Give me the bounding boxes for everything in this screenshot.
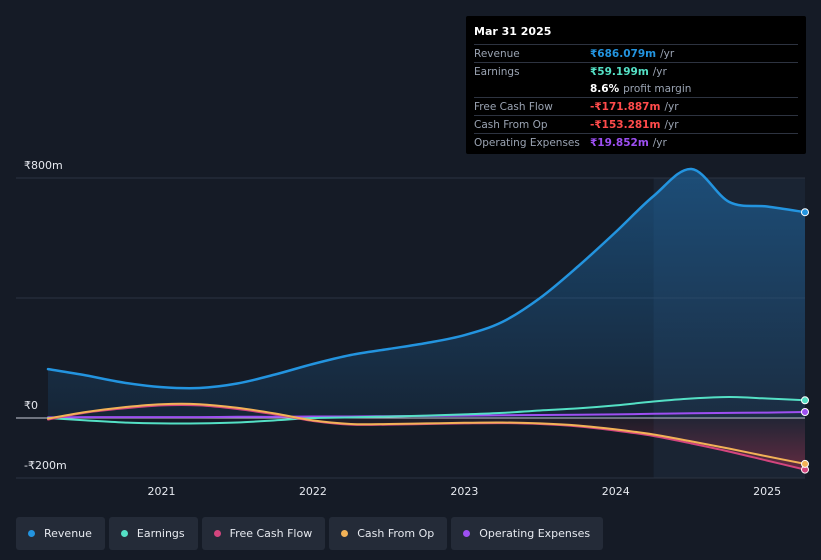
legend-item-operating-expenses[interactable]: Operating Expenses — [451, 517, 604, 550]
tooltip-rows: Revenue ₹686.079m/yr Earnings ₹59.199m/yr 8.… — [474, 44, 798, 151]
operating-expenses-end-marker — [801, 408, 809, 416]
earnings-end-marker — [801, 396, 809, 405]
tooltip-row-label: Revenue — [474, 47, 520, 60]
y-tick-label-bottom: -₹200m — [24, 459, 67, 472]
revenue-end-marker — [801, 208, 809, 217]
cash-from-op-line — [47, 402, 806, 465]
tooltip-row-label: Earnings — [474, 65, 520, 78]
tooltip-row-value: ₹686.079m — [590, 47, 657, 60]
tooltip-row-value: -₹171.887m — [590, 100, 661, 113]
tooltip-row-unit: /yr — [660, 47, 675, 60]
legend-item-earnings[interactable]: Earnings — [108, 517, 198, 550]
tooltip-row-unit: profit margin — [623, 82, 692, 95]
free-cash-flow-area — [48, 417, 805, 470]
legend-dot-icon — [120, 530, 128, 537]
cash-from-op-end-marker — [801, 459, 809, 468]
chart-area: 2021 2022 2023 2024 2025 — [16, 167, 809, 498]
x-tick-label: 2021 — [148, 485, 176, 498]
tooltip-row: Operating Expenses ₹19.852m/yr — [474, 133, 798, 151]
tooltip-row-unit: /yr — [664, 100, 679, 113]
tooltip-row-label: Free Cash Flow — [474, 100, 553, 113]
revenue-area — [48, 168, 805, 418]
tooltip-row: Revenue ₹686.079m/yr — [474, 44, 798, 62]
tooltip-row: Free Cash Flow -₹171.887m/yr — [474, 97, 798, 115]
tooltip-row-label: Cash From Op — [474, 118, 548, 131]
x-tick-label: 2024 — [602, 485, 630, 498]
tooltip-date: Mar 31 2025 — [474, 25, 552, 38]
legend-label: Operating Expenses — [479, 527, 591, 540]
tooltip-row-unit: /yr — [652, 136, 667, 149]
legend-item-cash-from-op[interactable]: Cash From Op — [329, 517, 448, 550]
legend-dot-icon — [28, 530, 35, 537]
earnings-line — [47, 395, 806, 425]
tooltip-row: 8.6% profit margin — [474, 80, 798, 97]
y-tick-label-top: ₹800m — [24, 159, 63, 172]
tooltip-panel: Mar 31 2025 Revenue ₹686.079m/yr Earnings ₹… — [466, 16, 806, 154]
tooltip-row: Earnings ₹59.199m/yr — [474, 62, 798, 80]
tooltip-row-unit: /yr — [652, 65, 667, 78]
tooltip-row-label: Operating Expenses — [474, 136, 580, 149]
legend-dot-icon — [463, 530, 471, 537]
y-tick-label-zero: ₹0 — [24, 399, 38, 412]
tooltip-row-value: 8.6% — [590, 82, 620, 95]
revenue-line — [46, 167, 807, 390]
legend-label: Cash From Op — [357, 527, 435, 540]
legend-dot-icon — [213, 530, 221, 537]
legend-item-revenue[interactable]: Revenue — [16, 517, 105, 550]
tooltip-row-unit: /yr — [664, 118, 679, 131]
legend-label: Earnings — [136, 527, 185, 540]
legend-item-free-cash-flow[interactable]: Free Cash Flow — [201, 517, 326, 550]
legend-label: Revenue — [44, 527, 92, 540]
tooltip-row-value: -₹153.281m — [590, 118, 661, 131]
x-tick-label: 2023 — [450, 485, 478, 498]
legend-dot-icon — [341, 530, 349, 537]
legend-label: Free Cash Flow — [229, 527, 313, 540]
tooltip-row-value: ₹59.199m — [590, 65, 649, 78]
tooltip-row: Cash From Op -₹153.281m/yr — [474, 115, 798, 133]
x-tick-label: 2022 — [299, 485, 327, 498]
tooltip-row-value: ₹19.852m — [590, 136, 649, 149]
legend: Revenue Earnings Free Cash Flow Cash From O… — [16, 517, 604, 550]
x-tick-label: 2025 — [753, 485, 781, 498]
